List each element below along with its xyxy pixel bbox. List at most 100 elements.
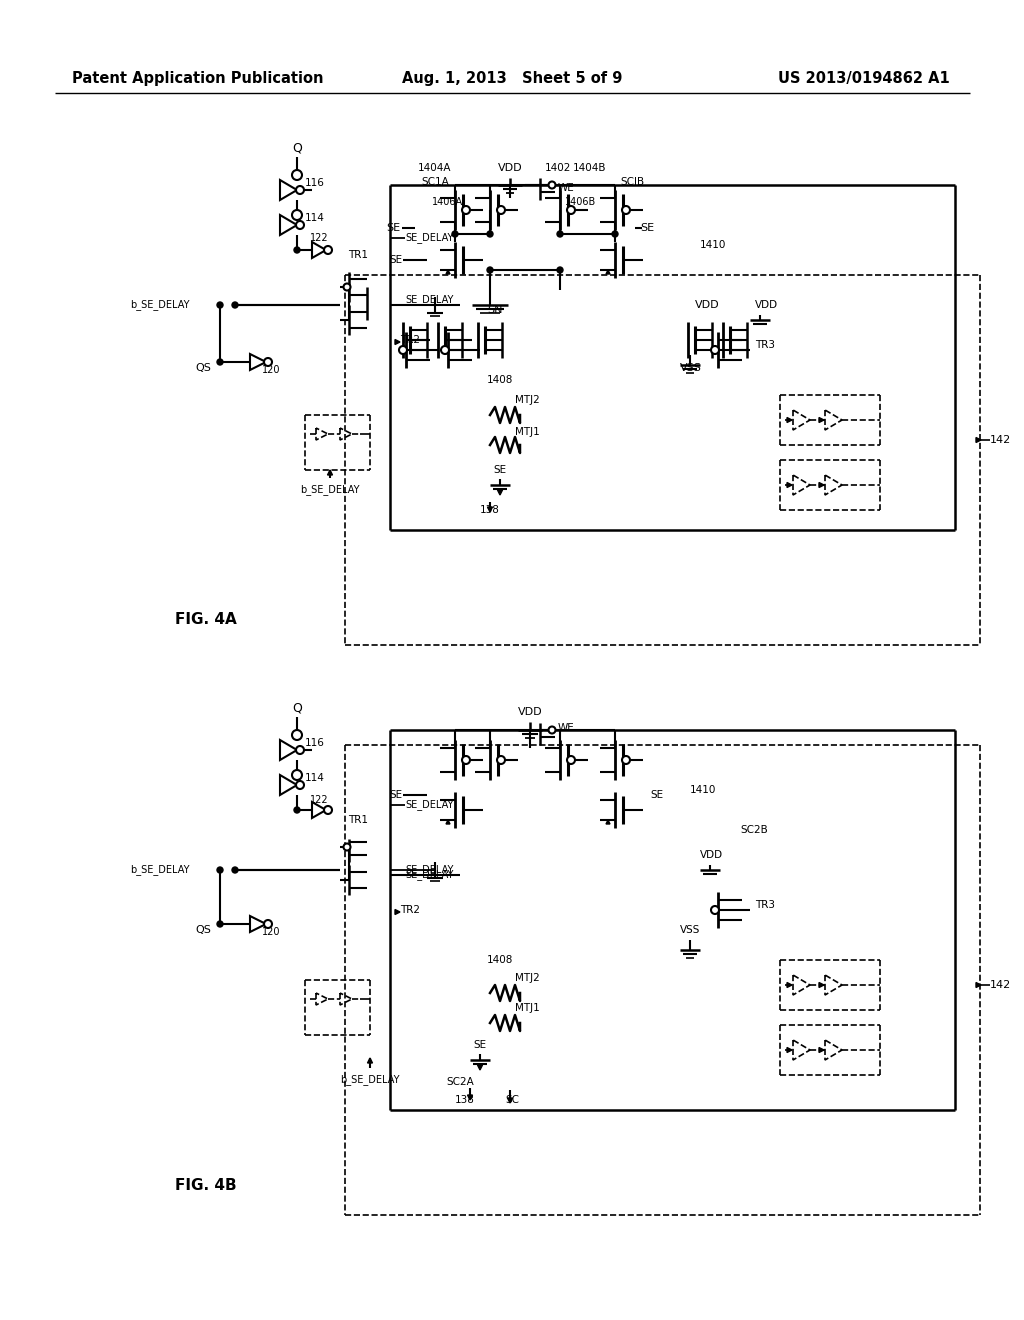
- Text: TR1: TR1: [348, 249, 368, 260]
- Text: 138: 138: [455, 1096, 475, 1105]
- Polygon shape: [395, 339, 400, 345]
- Circle shape: [292, 210, 302, 220]
- Polygon shape: [487, 507, 493, 512]
- Text: SN: SN: [487, 305, 503, 315]
- Text: 116: 116: [305, 178, 325, 187]
- Text: SE: SE: [494, 465, 507, 475]
- Polygon shape: [477, 1065, 482, 1071]
- Polygon shape: [468, 1096, 472, 1100]
- Text: TR3: TR3: [755, 900, 775, 909]
- Text: 1408: 1408: [486, 375, 513, 385]
- Text: SC2B: SC2B: [740, 825, 768, 836]
- Circle shape: [232, 302, 238, 308]
- Text: SE_DELAY: SE_DELAY: [406, 870, 454, 880]
- Circle shape: [324, 807, 332, 814]
- Circle shape: [567, 206, 575, 214]
- Text: WE: WE: [558, 723, 574, 733]
- Circle shape: [711, 906, 719, 913]
- Circle shape: [622, 756, 630, 764]
- Circle shape: [296, 220, 304, 228]
- Text: SE: SE: [389, 789, 402, 800]
- Text: 1406A: 1406A: [432, 197, 464, 207]
- Polygon shape: [819, 1048, 824, 1052]
- Polygon shape: [446, 271, 450, 275]
- Circle shape: [264, 920, 272, 928]
- Circle shape: [711, 346, 719, 354]
- Polygon shape: [787, 1048, 792, 1052]
- Polygon shape: [819, 982, 824, 987]
- Circle shape: [549, 726, 555, 734]
- Circle shape: [217, 302, 223, 308]
- Circle shape: [217, 867, 223, 873]
- Text: WE: WE: [558, 183, 574, 193]
- Text: Q: Q: [292, 141, 302, 154]
- Text: SE: SE: [473, 1040, 486, 1049]
- Polygon shape: [606, 271, 610, 275]
- Text: Q: Q: [292, 701, 302, 714]
- Text: Aug. 1, 2013   Sheet 5 of 9: Aug. 1, 2013 Sheet 5 of 9: [401, 70, 623, 86]
- Polygon shape: [819, 417, 824, 422]
- Circle shape: [294, 247, 300, 253]
- Polygon shape: [395, 909, 400, 915]
- Text: SCIB: SCIB: [620, 177, 644, 187]
- Text: SE: SE: [650, 789, 664, 800]
- Text: TR2: TR2: [400, 335, 420, 345]
- Text: 142: 142: [990, 436, 1012, 445]
- Text: 1410: 1410: [690, 785, 717, 795]
- Polygon shape: [446, 820, 450, 824]
- Text: VDD: VDD: [700, 850, 723, 861]
- Circle shape: [292, 170, 302, 180]
- Circle shape: [292, 730, 302, 741]
- Text: 114: 114: [305, 213, 325, 223]
- Text: MTJ1: MTJ1: [515, 1003, 540, 1012]
- Circle shape: [296, 746, 304, 754]
- Polygon shape: [976, 437, 981, 442]
- Text: MTJ2: MTJ2: [515, 395, 540, 405]
- Text: VDD: VDD: [498, 162, 522, 173]
- Circle shape: [567, 756, 575, 764]
- Circle shape: [462, 206, 470, 214]
- Polygon shape: [508, 1098, 512, 1104]
- Circle shape: [399, 346, 407, 354]
- Circle shape: [296, 186, 304, 194]
- Text: SE_DELAY: SE_DELAY: [406, 800, 454, 810]
- Text: VSS: VSS: [680, 363, 701, 374]
- Text: 122: 122: [310, 795, 329, 805]
- Circle shape: [324, 246, 332, 253]
- Polygon shape: [787, 982, 792, 987]
- Circle shape: [343, 843, 350, 850]
- Text: VDD: VDD: [695, 300, 720, 310]
- Text: 1406B: 1406B: [565, 197, 596, 207]
- Text: SC: SC: [505, 1096, 519, 1105]
- Text: VDD: VDD: [518, 708, 543, 717]
- Text: Patent Application Publication: Patent Application Publication: [72, 70, 324, 86]
- Circle shape: [462, 756, 470, 764]
- Circle shape: [217, 359, 223, 366]
- Text: US 2013/0194862 A1: US 2013/0194862 A1: [778, 70, 950, 86]
- Circle shape: [497, 206, 505, 214]
- Circle shape: [452, 231, 458, 238]
- Polygon shape: [368, 1059, 373, 1063]
- Polygon shape: [498, 490, 503, 495]
- Text: b_SE_DELAY: b_SE_DELAY: [130, 865, 189, 875]
- Circle shape: [264, 358, 272, 366]
- Text: TR2: TR2: [400, 906, 420, 915]
- Text: 116: 116: [305, 738, 325, 748]
- Circle shape: [497, 756, 505, 764]
- Text: SE_DELAY: SE_DELAY: [406, 294, 454, 305]
- Text: SC1A: SC1A: [421, 177, 449, 187]
- Text: FIG. 4A: FIG. 4A: [175, 612, 237, 627]
- Text: 1408: 1408: [486, 954, 513, 965]
- Text: 120: 120: [262, 366, 281, 375]
- Circle shape: [294, 807, 300, 813]
- Circle shape: [557, 231, 563, 238]
- Circle shape: [612, 231, 618, 238]
- Text: 138: 138: [480, 506, 500, 515]
- Circle shape: [441, 346, 449, 354]
- Polygon shape: [787, 483, 792, 487]
- Circle shape: [292, 770, 302, 780]
- Text: TR1: TR1: [348, 814, 368, 825]
- Polygon shape: [606, 820, 610, 824]
- Circle shape: [487, 231, 493, 238]
- Circle shape: [232, 867, 238, 873]
